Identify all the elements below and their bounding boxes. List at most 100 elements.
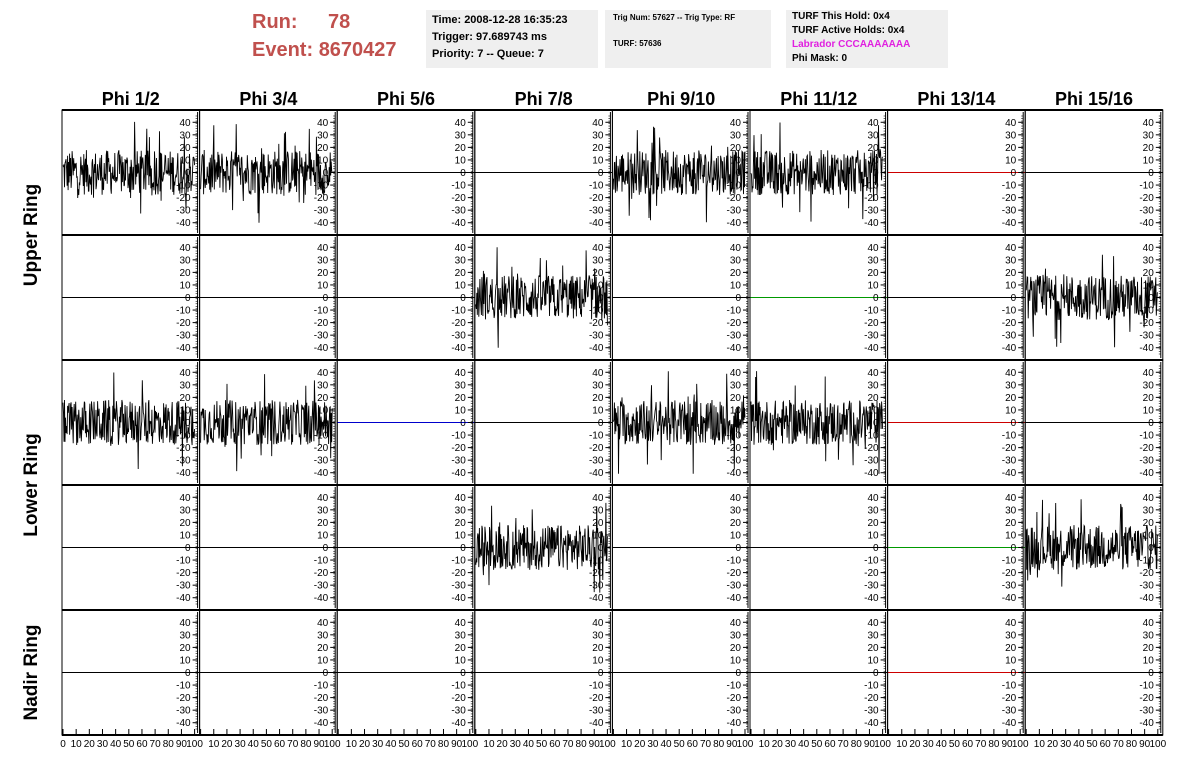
y-tick-label: -20 bbox=[451, 443, 466, 454]
y-tick-label: -10 bbox=[1139, 181, 1154, 192]
y-tick-label: -10 bbox=[451, 681, 466, 692]
y-tick-label: 0 bbox=[735, 418, 741, 429]
y-tick-label: -20 bbox=[451, 193, 466, 204]
event-value: 8670427 bbox=[318, 39, 397, 61]
y-tick-label: 30 bbox=[867, 630, 879, 641]
y-tick-label: 10 bbox=[455, 280, 467, 291]
y-tick-label: 40 bbox=[730, 118, 742, 129]
y-tick-label: 40 bbox=[179, 118, 191, 129]
y-tick-label: 30 bbox=[1143, 130, 1155, 141]
y-tick-label: -30 bbox=[727, 456, 742, 467]
x-tick-label: 60 bbox=[136, 739, 148, 750]
y-tick-label: -20 bbox=[864, 193, 879, 204]
y-tick-label: -30 bbox=[451, 581, 466, 592]
y-tick-label: 10 bbox=[179, 155, 191, 166]
y-tick-label: -20 bbox=[864, 693, 879, 704]
y-tick-label: 40 bbox=[1143, 618, 1155, 629]
y-tick-label: 10 bbox=[1005, 405, 1017, 416]
y-tick-label: 20 bbox=[730, 393, 742, 404]
y-tick-label: 10 bbox=[317, 280, 329, 291]
run-event-box: Run: 78 Event: 8670427 bbox=[252, 8, 422, 64]
y-tick-label: 20 bbox=[317, 518, 329, 529]
y-tick-label: 10 bbox=[730, 155, 742, 166]
y-tick-label: 10 bbox=[867, 655, 879, 666]
x-tick-label: 0 bbox=[60, 739, 66, 750]
y-tick-label: -10 bbox=[727, 431, 742, 442]
x-tick-label: 90 bbox=[1001, 739, 1013, 750]
x-tick-label: 80 bbox=[713, 739, 725, 750]
y-tick-label: -40 bbox=[1002, 718, 1017, 729]
y-tick-label: -30 bbox=[451, 706, 466, 717]
y-tick-label: 30 bbox=[1005, 255, 1017, 266]
y-tick-label: 0 bbox=[735, 168, 741, 179]
y-tick-label: 40 bbox=[455, 243, 467, 254]
y-tick-label: 0 bbox=[598, 293, 604, 304]
y-tick-label: -20 bbox=[451, 693, 466, 704]
y-tick-label: 30 bbox=[592, 505, 604, 516]
y-tick-label: -10 bbox=[864, 181, 879, 192]
y-tick-label: 10 bbox=[867, 155, 879, 166]
y-tick-label: 30 bbox=[1143, 255, 1155, 266]
y-tick-label: 40 bbox=[1005, 243, 1017, 254]
x-tick-label: 100 bbox=[599, 739, 616, 750]
run-value: 78 bbox=[328, 11, 351, 33]
x-tick-label: 100 bbox=[461, 739, 478, 750]
x-tick-label: 30 bbox=[1060, 739, 1072, 750]
y-tick-label: -20 bbox=[727, 443, 742, 454]
y-tick-label: -40 bbox=[1002, 343, 1017, 354]
y-tick-label: -20 bbox=[1139, 193, 1154, 204]
y-tick-label: -30 bbox=[451, 456, 466, 467]
x-tick-label: 10 bbox=[208, 739, 220, 750]
y-tick-label: -30 bbox=[451, 206, 466, 217]
x-tick-label: 10 bbox=[483, 739, 495, 750]
y-tick-label: -10 bbox=[176, 681, 191, 692]
x-tick-label: 20 bbox=[221, 739, 233, 750]
y-tick-label: -10 bbox=[727, 306, 742, 317]
y-tick-label: -40 bbox=[589, 468, 604, 479]
x-tick-label: 50 bbox=[536, 739, 548, 750]
y-tick-label: -30 bbox=[1139, 206, 1154, 217]
y-tick-label: 40 bbox=[730, 368, 742, 379]
y-tick-label: 20 bbox=[592, 143, 604, 154]
y-tick-label: 20 bbox=[317, 393, 329, 404]
y-tick-label: 30 bbox=[179, 380, 191, 391]
y-tick-label: 40 bbox=[867, 493, 879, 504]
y-tick-label: -10 bbox=[451, 181, 466, 192]
ring-label: Lower Ring bbox=[21, 433, 42, 536]
x-tick-label: 100 bbox=[1149, 739, 1166, 750]
y-tick-label: -20 bbox=[1002, 443, 1017, 454]
x-tick-label: 40 bbox=[385, 739, 397, 750]
event-label: Event: bbox=[252, 39, 314, 61]
y-tick-label: -10 bbox=[727, 181, 742, 192]
y-tick-label: -20 bbox=[589, 443, 604, 454]
y-tick-label: 20 bbox=[592, 268, 604, 279]
x-tick-label: 30 bbox=[647, 739, 659, 750]
y-tick-label: 40 bbox=[455, 368, 467, 379]
y-tick-label: 30 bbox=[179, 630, 191, 641]
y-tick-label: -40 bbox=[176, 718, 191, 729]
x-tick-label: 80 bbox=[438, 739, 450, 750]
y-tick-label: -30 bbox=[589, 206, 604, 217]
column-header: Phi 7/8 bbox=[515, 89, 573, 109]
turf-text: TURF: 57636 bbox=[613, 39, 662, 48]
y-tick-label: 10 bbox=[592, 405, 604, 416]
y-tick-label: -10 bbox=[314, 306, 329, 317]
y-tick-label: 30 bbox=[867, 130, 879, 141]
y-tick-label: 20 bbox=[867, 643, 879, 654]
y-tick-label: 40 bbox=[592, 243, 604, 254]
y-tick-label: -30 bbox=[1002, 456, 1017, 467]
y-tick-label: 0 bbox=[323, 668, 329, 679]
priority-text: Priority: 7 -- Queue: 7 bbox=[432, 48, 544, 60]
y-tick-label: 10 bbox=[1143, 530, 1155, 541]
x-tick-label: 40 bbox=[798, 739, 810, 750]
y-tick-label: 20 bbox=[179, 393, 191, 404]
y-tick-label: -40 bbox=[451, 718, 466, 729]
y-tick-label: 30 bbox=[1143, 630, 1155, 641]
y-tick-label: -10 bbox=[1139, 556, 1154, 567]
y-tick-label: -10 bbox=[451, 556, 466, 567]
y-tick-label: 10 bbox=[179, 530, 191, 541]
x-tick-label: 90 bbox=[176, 739, 188, 750]
y-tick-label: -40 bbox=[1139, 718, 1154, 729]
y-tick-label: 20 bbox=[730, 643, 742, 654]
y-tick-label: -30 bbox=[314, 581, 329, 592]
